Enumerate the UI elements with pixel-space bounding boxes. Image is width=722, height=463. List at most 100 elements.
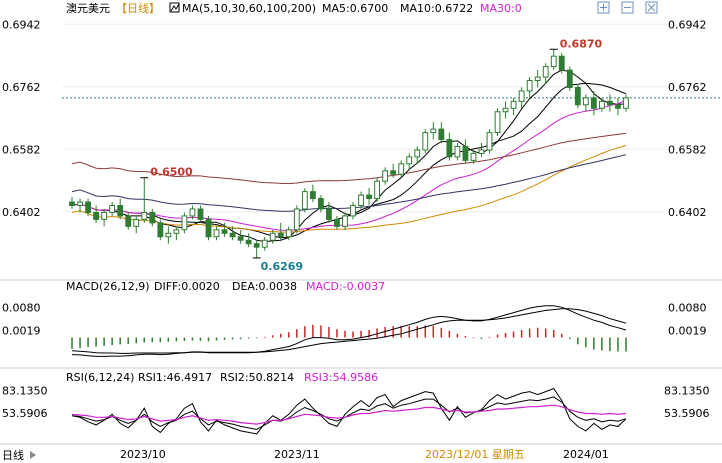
candle-body <box>77 201 83 206</box>
ma60-line <box>71 144 627 233</box>
candle-body <box>285 229 292 238</box>
candle-body <box>165 232 172 238</box>
candle-body <box>301 191 308 210</box>
candle-body <box>430 128 437 134</box>
candle-body <box>237 236 244 241</box>
date-tick-2: 2024/01 <box>563 448 609 461</box>
y-tick-left: 0.6402 <box>2 206 41 219</box>
candle-body <box>189 208 196 217</box>
y-tick-left: 0.6942 <box>2 18 41 31</box>
ma100-line <box>71 154 627 212</box>
candle-body <box>173 229 180 234</box>
candle-body <box>446 139 453 158</box>
candle-body <box>406 156 413 165</box>
candle-body <box>494 111 501 134</box>
rsi-y-tick-right: 53.5906 <box>664 407 710 420</box>
candle-body <box>462 145 469 161</box>
candle-body <box>390 170 397 175</box>
candle-body <box>382 170 389 182</box>
ma30-line <box>71 100 627 231</box>
ma-indicator-icon[interactable] <box>169 2 180 13</box>
candle-body <box>101 211 108 220</box>
candle-body <box>526 80 533 92</box>
candle-body <box>534 76 541 82</box>
zoom-in-icon[interactable] <box>597 1 610 14</box>
candle-body <box>93 211 100 220</box>
candle-body <box>510 100 517 109</box>
ma-indicator-icon-glyph <box>170 3 180 12</box>
candle-body <box>398 163 405 175</box>
candle-body <box>133 218 140 227</box>
candle-body <box>205 218 212 238</box>
candle-body <box>157 222 164 238</box>
date-tick-1: 2023/11 <box>274 448 320 461</box>
candlesticks <box>69 49 629 258</box>
date-tick-0: 2023/10 <box>120 448 166 461</box>
candle-body <box>326 208 332 220</box>
candle-body <box>229 232 236 238</box>
candle-body <box>542 66 549 78</box>
candle-body <box>125 215 132 227</box>
period-tag[interactable]: 【日线】 <box>116 1 160 15</box>
chart-frame <box>0 279 722 445</box>
play-icon[interactable] <box>30 451 36 459</box>
price-annotations: 0.6870 0.6500 0.6269 <box>140 37 603 273</box>
candle-body <box>213 229 220 238</box>
candle-body <box>221 229 228 234</box>
candle-body <box>277 232 284 238</box>
annotation-label: 0.6870 <box>560 37 603 50</box>
candle-body <box>269 232 276 241</box>
candle-body <box>470 152 477 161</box>
zoom-out-icon[interactable] <box>621 1 634 14</box>
macd-y-tick-left: 0.0080 <box>2 301 41 314</box>
y-tick-right: 0.6762 <box>668 81 707 94</box>
candle-body <box>582 97 589 106</box>
rsi1-line <box>71 387 627 435</box>
macd-diff-line <box>71 305 627 357</box>
macd-diff: DIFF:0.0020 <box>154 280 220 293</box>
rsi3-line <box>71 404 627 425</box>
candle-body <box>69 201 75 206</box>
candle-body <box>574 86 581 106</box>
macd-value: MACD:-0.0037 <box>306 280 385 293</box>
y-tick-right: 0.6582 <box>668 143 707 156</box>
candle-body <box>334 218 340 227</box>
candle-body <box>350 205 356 217</box>
macd-dea-line <box>71 308 627 354</box>
close-icon[interactable] <box>645 1 658 14</box>
rsi-y-tick-right: 83.1350 <box>664 385 710 398</box>
candle-body <box>117 205 124 217</box>
macd-y-tick-right: 0.0019 <box>668 324 707 337</box>
macd-y-tick-right: 0.0080 <box>668 301 707 314</box>
y-tick-right: 0.6942 <box>668 18 707 31</box>
candle-body <box>197 208 204 220</box>
candle-body <box>253 243 260 248</box>
symbol-title: 澳元美元 <box>66 2 110 15</box>
ma10-value: MA10:0.6722 <box>400 2 473 15</box>
macd-y-tick-left: 0.0019 <box>2 324 41 337</box>
ma200-line <box>71 132 627 185</box>
candle-body <box>317 198 324 210</box>
ma5-value: MA5:0.6700 <box>322 2 388 15</box>
candle-body <box>590 97 597 109</box>
annotation-label: 0.6269 <box>261 260 303 273</box>
candle-body <box>374 180 381 200</box>
rsi-label: RSI(6,12,24) <box>66 371 134 384</box>
y-tick-left: 0.6762 <box>2 81 41 94</box>
candle-body <box>342 215 348 227</box>
candle-body <box>454 145 461 158</box>
candle-body <box>566 69 573 88</box>
candle-body <box>293 208 300 231</box>
price-axis: 0.6942 0.6942 0.6762 0.6762 0.6582 0.6582 0.64… <box>2 18 722 219</box>
annotation-label: 0.6500 <box>150 166 193 179</box>
period-label[interactable]: 日线 <box>2 448 24 462</box>
candle-body <box>358 194 364 206</box>
candle-body <box>502 107 509 113</box>
candle-body <box>623 97 629 109</box>
time-axis: 日线 2023/10 2023/11 2023/12/01 星期五 2024/0… <box>2 448 609 462</box>
candle-body <box>558 55 565 71</box>
ma30-value: MA30:0 <box>480 2 522 15</box>
rsi-panel: 83.1350 83.1350 53.5906 53.5906 <box>2 385 710 435</box>
rsi3-value: RSI3:54.9586 <box>304 371 378 384</box>
